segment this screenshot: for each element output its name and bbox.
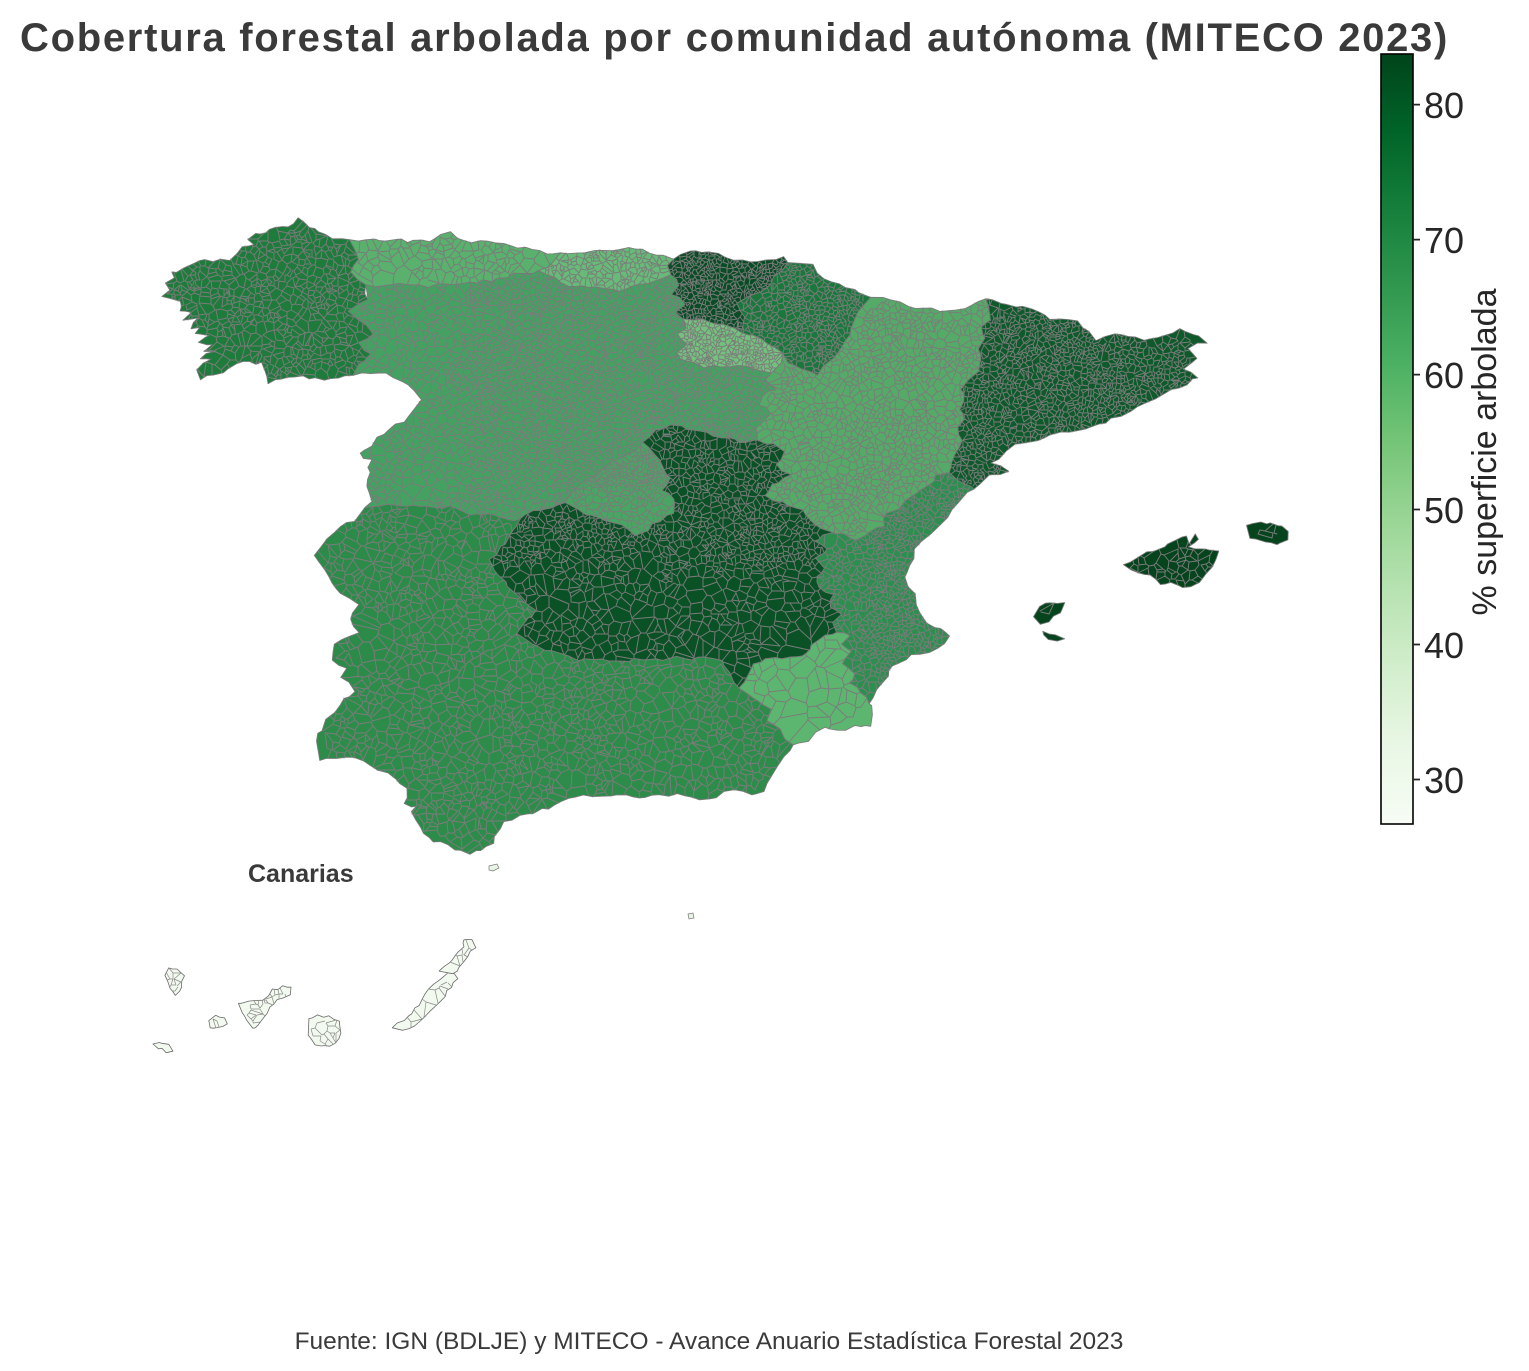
svg-text:30: 30 — [1424, 760, 1464, 801]
svg-text:% superficie arbolada: % superficie arbolada — [1466, 288, 1504, 615]
svg-text:40: 40 — [1424, 625, 1464, 666]
svg-text:Fuente: IGN (BDLJE) y MITECO -: Fuente: IGN (BDLJE) y MITECO - Avance An… — [295, 1328, 1124, 1355]
svg-text:60: 60 — [1424, 355, 1464, 396]
svg-text:Cobertura forestal arbolada po: Cobertura forestal arbolada por comunida… — [20, 16, 1449, 60]
svg-text:Canarias: Canarias — [248, 860, 354, 888]
svg-text:50: 50 — [1424, 490, 1464, 531]
svg-text:80: 80 — [1424, 85, 1464, 126]
svg-text:70: 70 — [1424, 220, 1464, 261]
